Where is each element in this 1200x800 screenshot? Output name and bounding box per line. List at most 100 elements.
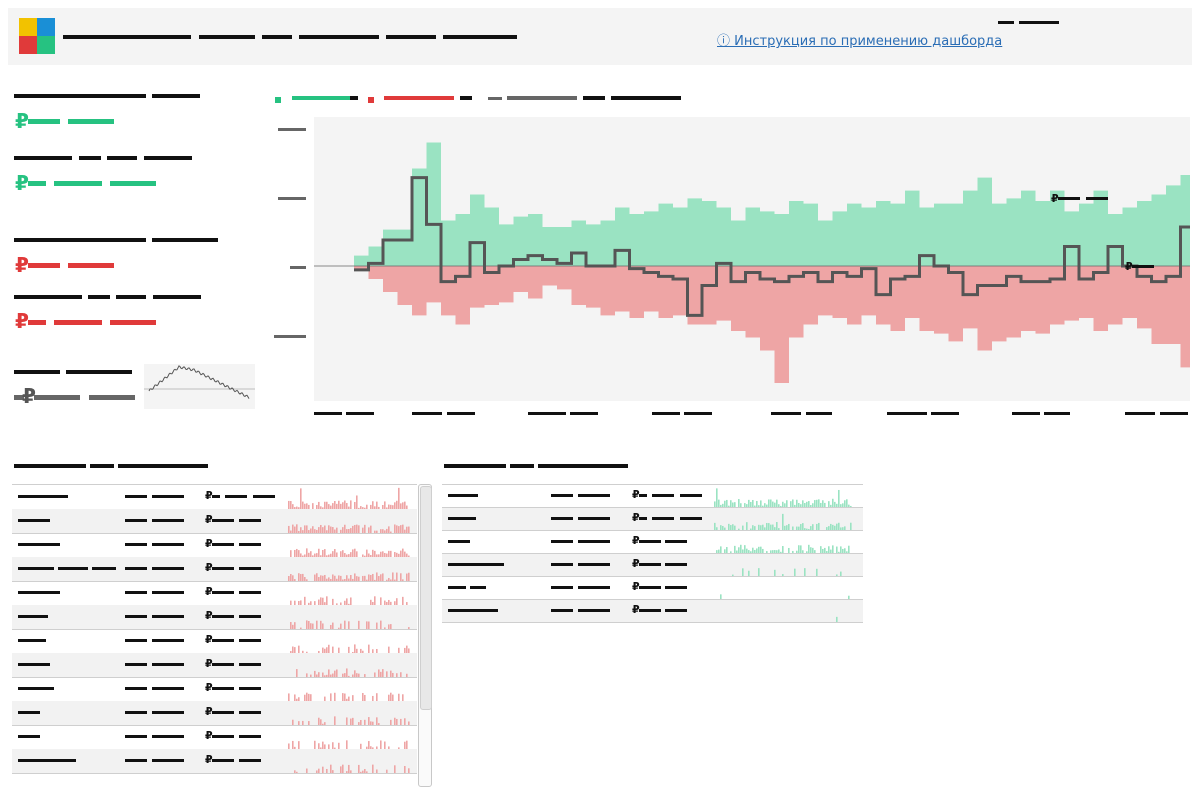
table-row[interactable]: ₽ bbox=[12, 749, 417, 774]
table-row[interactable]: ₽ bbox=[12, 677, 417, 702]
expense-bar bbox=[412, 266, 427, 316]
kpi-income-avg-label-2 bbox=[79, 156, 101, 160]
income-bar bbox=[658, 203, 673, 266]
income-bar bbox=[542, 227, 557, 266]
expense-bar bbox=[1166, 266, 1181, 344]
table-row[interactable]: ₽ bbox=[12, 605, 417, 630]
row-amount bbox=[239, 735, 261, 738]
table-row[interactable]: ₽ bbox=[442, 554, 863, 577]
expense-table-scrollbar[interactable] bbox=[418, 484, 432, 787]
income-bar bbox=[1064, 211, 1079, 266]
kpi-expense-avg-value-a bbox=[28, 320, 46, 325]
table-row[interactable]: ₽ bbox=[442, 508, 863, 531]
kpi-balance-value-a bbox=[34, 395, 80, 400]
legend-net-swatch bbox=[488, 97, 502, 100]
row-amount bbox=[665, 586, 687, 589]
expense-bar bbox=[1137, 266, 1152, 329]
table-row[interactable]: ₽ bbox=[442, 485, 863, 508]
legend-income-swatch bbox=[275, 97, 281, 103]
table-row[interactable]: ₽ bbox=[12, 509, 417, 534]
expense-bar bbox=[354, 266, 369, 269]
header-right-word-1 bbox=[998, 21, 1014, 24]
cashflow-chart[interactable] bbox=[314, 117, 1190, 401]
expense-bar bbox=[441, 266, 456, 316]
income-bar bbox=[789, 201, 804, 266]
row-sparkbar bbox=[836, 616, 838, 622]
x-label-8a bbox=[1125, 412, 1155, 415]
row-amount bbox=[239, 519, 261, 522]
row-sparkbar bbox=[288, 740, 408, 749]
row-amount bbox=[652, 517, 674, 520]
row-amount bbox=[680, 517, 702, 520]
x-label-7a bbox=[1012, 412, 1040, 415]
table-row[interactable]: ₽ bbox=[442, 531, 863, 554]
row-label bbox=[448, 586, 466, 589]
row-count bbox=[125, 519, 147, 522]
legend-expense-swatch bbox=[368, 97, 374, 103]
row-count bbox=[125, 495, 147, 498]
row-amount bbox=[212, 759, 234, 762]
income-bar bbox=[934, 203, 949, 266]
expense-bar bbox=[542, 266, 557, 286]
kpi-expense-avg-label-2 bbox=[88, 295, 110, 299]
expense-bar bbox=[774, 266, 789, 383]
row-currency: ₽ bbox=[205, 657, 213, 670]
kpi-income-label-2 bbox=[152, 94, 200, 98]
net-callout-value bbox=[1132, 265, 1154, 268]
expense-bar bbox=[658, 266, 673, 318]
row-amount bbox=[212, 639, 234, 642]
app-title-word-1 bbox=[63, 35, 191, 39]
row-amount bbox=[652, 494, 674, 497]
income-bar bbox=[644, 211, 659, 266]
income-bar bbox=[397, 229, 412, 266]
row-count bbox=[578, 540, 610, 543]
row-count bbox=[152, 591, 184, 594]
help-link[interactable]: ⓘ Инструкция по применению дашборда bbox=[717, 34, 1003, 49]
table-row[interactable]: ₽ bbox=[442, 600, 863, 623]
table-row[interactable]: ₽ bbox=[12, 581, 417, 606]
legend-income-label-2 bbox=[350, 96, 358, 100]
expense-bar bbox=[528, 266, 543, 299]
table-row[interactable]: ₽ bbox=[442, 577, 863, 600]
income-bar bbox=[412, 168, 427, 266]
expense-bar bbox=[600, 266, 615, 316]
row-count bbox=[125, 687, 147, 690]
table-row[interactable]: ₽ bbox=[12, 653, 417, 678]
table-row[interactable]: ₽ bbox=[12, 533, 417, 558]
expense-bar bbox=[557, 266, 572, 290]
row-currency: ₽ bbox=[205, 537, 213, 550]
income-bar bbox=[847, 203, 862, 266]
legend-income-label bbox=[292, 96, 350, 100]
row-amount bbox=[680, 494, 702, 497]
income-bar bbox=[354, 255, 369, 266]
expense-bar bbox=[426, 266, 441, 303]
row-amount bbox=[239, 615, 261, 618]
app-title-word-2 bbox=[199, 35, 255, 39]
table-row[interactable]: ₽ bbox=[12, 629, 417, 654]
income-callout-value-a bbox=[1058, 197, 1080, 200]
row-count bbox=[551, 586, 573, 589]
row-sparkbar bbox=[714, 488, 852, 507]
row-amount bbox=[639, 540, 661, 543]
y-tick-label-1 bbox=[278, 128, 306, 131]
row-count bbox=[578, 494, 610, 497]
expense-bar bbox=[861, 266, 876, 316]
table-row[interactable]: ₽ bbox=[12, 485, 417, 510]
row-currency: ₽ bbox=[205, 681, 213, 694]
expense-bar bbox=[818, 266, 833, 316]
income-bar bbox=[1050, 190, 1065, 266]
kpi-income-currency: ₽ bbox=[15, 109, 29, 133]
expense-table-scroll-thumb[interactable] bbox=[420, 486, 432, 710]
income-bar bbox=[557, 227, 572, 266]
legend-expense-label bbox=[384, 96, 454, 100]
income-bar bbox=[687, 198, 702, 266]
table-row[interactable]: ₽ bbox=[12, 557, 417, 582]
row-label bbox=[18, 495, 68, 498]
table-row[interactable]: ₽ bbox=[12, 701, 417, 726]
income-callout-value-b bbox=[1086, 197, 1108, 200]
app-title-word-5 bbox=[386, 35, 436, 39]
expense-bar bbox=[499, 266, 514, 303]
table-row[interactable]: ₽ bbox=[12, 725, 417, 750]
row-sparkbar bbox=[288, 692, 404, 701]
row-count bbox=[125, 615, 147, 618]
